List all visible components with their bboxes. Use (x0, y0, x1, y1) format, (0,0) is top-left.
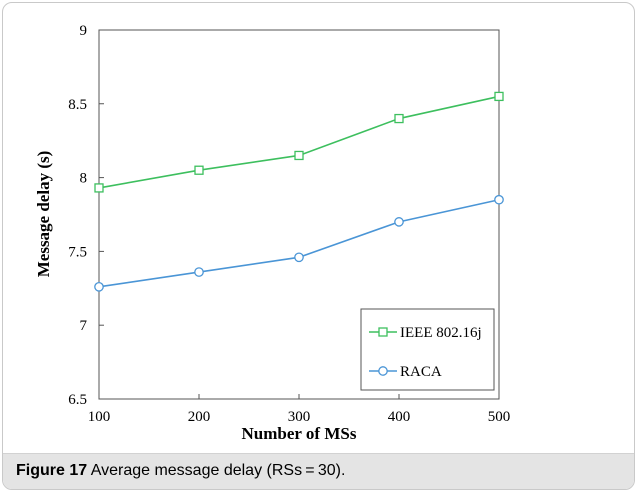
x-tick-label: 300 (288, 409, 311, 425)
data-point-circle (194, 267, 204, 277)
data-point-circle (294, 252, 304, 263)
series-layer (94, 91, 504, 292)
x-tick-label: 400 (388, 409, 411, 425)
x-tick-label: 500 (488, 409, 511, 425)
data-point-circle (94, 281, 104, 292)
series-line-1 (98, 198, 500, 288)
y-tick-label: 8.5 (68, 97, 87, 113)
legend-box (360, 308, 495, 391)
legend-marker-square-icon (378, 327, 388, 337)
figure-caption: Figure 17 Average message delay (RSs = 3… (16, 462, 345, 480)
legend-marker-circle-icon (378, 366, 388, 376)
series-line-0 (98, 95, 500, 189)
data-point-circle (394, 217, 404, 227)
data-point-square (194, 165, 204, 175)
data-point-square (294, 150, 304, 161)
legend: IEEE 802.16j RACA (360, 308, 495, 391)
caption-figure-label: Figure 17 (16, 462, 88, 479)
y-tick-label: 8 (80, 171, 88, 187)
caption-text: Average message delay (RSs = 30). (90, 462, 346, 479)
data-point-square (494, 91, 504, 102)
x-axis-title: Number of MSs (242, 424, 357, 443)
y-tick-label: 9 (80, 23, 88, 39)
legend-label-raca: RACA (400, 364, 442, 380)
x-tick-label: 200 (188, 409, 211, 425)
data-point-circle (494, 194, 504, 205)
legend-label-ieee: IEEE 802.16j (400, 325, 482, 341)
caption-bar: Figure 17 Average message delay (RSs = 3… (3, 453, 634, 489)
x-axis-ticks: 100 200 300 400 500 (88, 394, 511, 425)
x-tick-label: 100 (88, 409, 111, 425)
y-axis-title: Message delay (s) (34, 151, 53, 278)
y-tick-label: 6.5 (68, 392, 87, 408)
y-tick-label: 7.5 (68, 244, 87, 260)
y-axis-ticks: 6.5 7 7.5 8 8.5 9 (68, 23, 104, 408)
data-point-square (394, 113, 404, 124)
data-point-square (94, 183, 104, 193)
line-chart: 6.5 7 7.5 8 8.5 9 100 200 300 400 500 Number of M… (34, 23, 511, 443)
y-tick-label: 7 (80, 318, 88, 334)
